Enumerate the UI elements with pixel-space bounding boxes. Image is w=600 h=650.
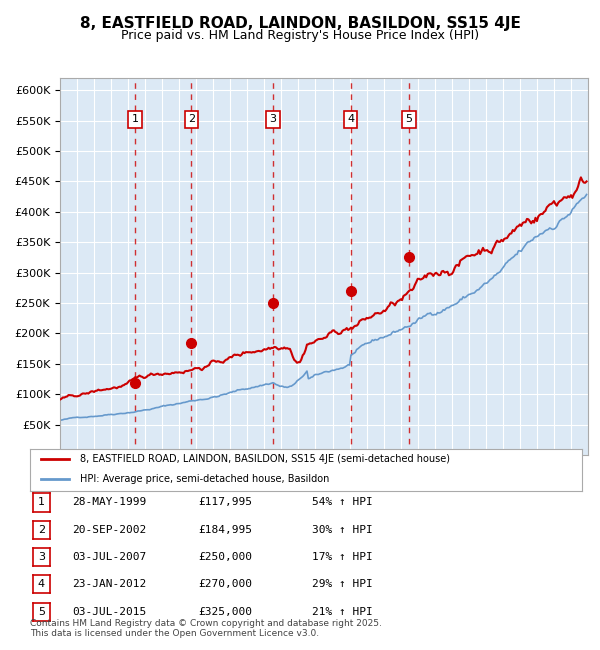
- Text: 5: 5: [38, 606, 45, 617]
- Text: 3: 3: [269, 114, 277, 124]
- Text: 8, EASTFIELD ROAD, LAINDON, BASILDON, SS15 4JE (semi-detached house): 8, EASTFIELD ROAD, LAINDON, BASILDON, SS…: [80, 454, 449, 464]
- Text: 8, EASTFIELD ROAD, LAINDON, BASILDON, SS15 4JE: 8, EASTFIELD ROAD, LAINDON, BASILDON, SS…: [80, 16, 520, 31]
- Text: 17% ↑ HPI: 17% ↑ HPI: [312, 552, 373, 562]
- Text: Price paid vs. HM Land Registry's House Price Index (HPI): Price paid vs. HM Land Registry's House …: [121, 29, 479, 42]
- Text: £117,995: £117,995: [198, 497, 252, 508]
- Text: 5: 5: [406, 114, 413, 124]
- Text: 30% ↑ HPI: 30% ↑ HPI: [312, 525, 373, 535]
- Text: 28-MAY-1999: 28-MAY-1999: [72, 497, 146, 508]
- Text: £184,995: £184,995: [198, 525, 252, 535]
- Text: HPI: Average price, semi-detached house, Basildon: HPI: Average price, semi-detached house,…: [80, 474, 329, 484]
- Text: £270,000: £270,000: [198, 579, 252, 590]
- Text: 3: 3: [38, 552, 45, 562]
- Text: £250,000: £250,000: [198, 552, 252, 562]
- Text: 4: 4: [38, 579, 45, 590]
- Text: 21% ↑ HPI: 21% ↑ HPI: [312, 606, 373, 617]
- Text: 29% ↑ HPI: 29% ↑ HPI: [312, 579, 373, 590]
- Text: 20-SEP-2002: 20-SEP-2002: [72, 525, 146, 535]
- Text: 1: 1: [131, 114, 139, 124]
- Text: Contains HM Land Registry data © Crown copyright and database right 2025.
This d: Contains HM Land Registry data © Crown c…: [30, 619, 382, 638]
- Text: 2: 2: [38, 525, 45, 535]
- Text: £325,000: £325,000: [198, 606, 252, 617]
- Text: 03-JUL-2007: 03-JUL-2007: [72, 552, 146, 562]
- Text: 1: 1: [38, 497, 45, 508]
- Text: 2: 2: [188, 114, 195, 124]
- Text: 4: 4: [347, 114, 354, 124]
- Text: 03-JUL-2015: 03-JUL-2015: [72, 606, 146, 617]
- Text: 54% ↑ HPI: 54% ↑ HPI: [312, 497, 373, 508]
- Text: 23-JAN-2012: 23-JAN-2012: [72, 579, 146, 590]
